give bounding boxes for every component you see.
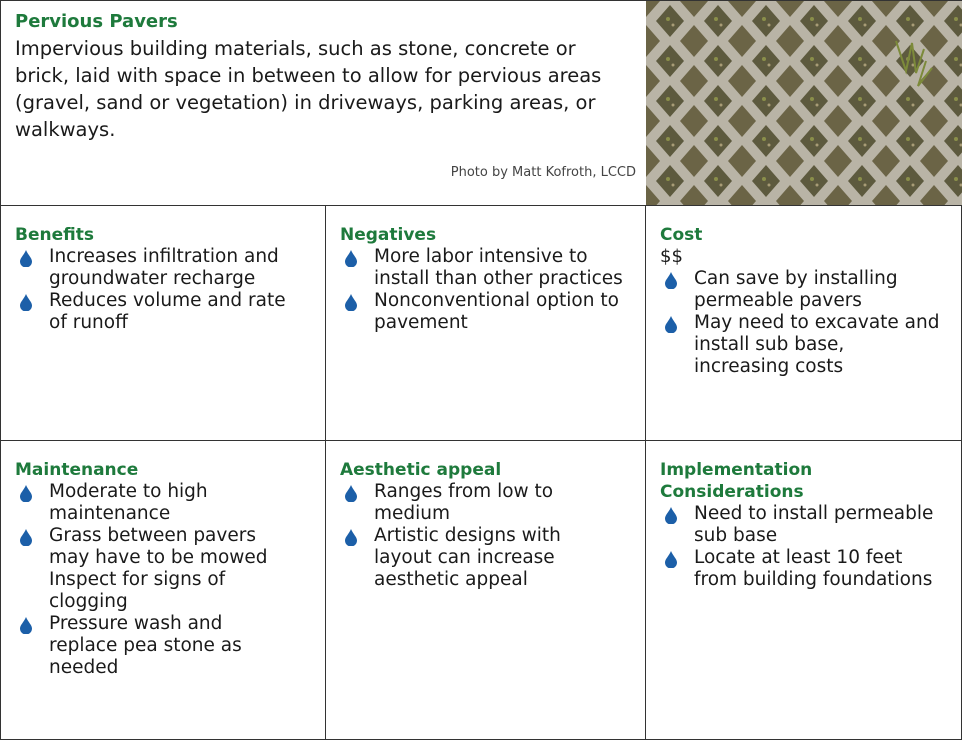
cell-title: Maintenance bbox=[15, 460, 139, 480]
bullet-item: Need to install permeable sub base bbox=[660, 503, 944, 547]
bullet-item: May need to excavate and install sub bas… bbox=[660, 312, 944, 378]
bullet-list: Moderate to high maintenance Grass betwee… bbox=[15, 481, 325, 679]
cell-title: Cost bbox=[660, 225, 703, 245]
header-title: Pervious Pavers bbox=[15, 11, 178, 32]
bullet-item: Moderate to high maintenance bbox=[15, 481, 294, 525]
bullet-list: Need to install permeable sub base Locate… bbox=[660, 503, 961, 591]
drop-icon bbox=[665, 316, 677, 333]
photo bbox=[646, 1, 962, 206]
drop-icon bbox=[20, 485, 32, 502]
cell: Aesthetic appeal Ranges from low to mediu… bbox=[325, 440, 646, 740]
drop-icon bbox=[665, 507, 677, 524]
drop-icon bbox=[665, 272, 677, 289]
header: Pervious Pavers Impervious building mate… bbox=[0, 0, 962, 206]
cell-title: Negatives bbox=[340, 225, 437, 245]
drop-icon bbox=[20, 250, 32, 267]
cell: Benefits Increases infiltration and groun… bbox=[0, 205, 326, 441]
drop-icon bbox=[20, 617, 32, 634]
bullet-list: Ranges from low to medium Artistic design… bbox=[340, 481, 645, 591]
drop-icon bbox=[20, 294, 32, 311]
bullet-item: Artistic designs with layout can increas… bbox=[340, 525, 624, 591]
cell: Maintenance Moderate to high maintenance G… bbox=[0, 440, 326, 740]
drop-icon bbox=[20, 529, 32, 546]
photo-credit: Photo by Matt Kofroth, LCCD bbox=[450, 165, 636, 180]
bullet-item: Ranges from low to medium bbox=[340, 481, 624, 525]
bullet-item: Increases infiltration and groundwater r… bbox=[15, 246, 294, 290]
cell: Negatives More labor intensive to install… bbox=[325, 205, 646, 441]
bullet-item: Can save by installing permeable pavers bbox=[660, 268, 944, 312]
drop-icon bbox=[345, 529, 357, 546]
cell-subtitle: $$ bbox=[660, 246, 683, 267]
cell-title: Implementation Considerations bbox=[660, 460, 813, 502]
bullet-list: Increases infiltration and groundwater r… bbox=[15, 246, 325, 334]
drop-icon bbox=[665, 551, 677, 568]
bullet-item: More labor intensive to install than oth… bbox=[340, 246, 624, 290]
cell-title: Aesthetic appeal bbox=[340, 460, 502, 480]
bullet-item: Nonconventional option to pavement bbox=[340, 290, 624, 334]
drop-icon bbox=[345, 250, 357, 267]
bullet-item: Pressure wash and replace pea stone as n… bbox=[15, 613, 294, 679]
description: Impervious building materials, such as s… bbox=[15, 37, 602, 141]
bullet-item: Reduces volume and rate of runoff bbox=[15, 290, 294, 334]
bullet-list: Can save by installing permeable pavers M… bbox=[660, 268, 961, 378]
bullet-item: Locate at least 10 feet from building fo… bbox=[660, 547, 944, 591]
cell: Implementation Considerations Need to ins… bbox=[645, 440, 962, 740]
drop-icon bbox=[345, 294, 357, 311]
cell: Cost $$ Can save by installing permeable p… bbox=[645, 205, 962, 441]
bullet-item: Grass between pavers may have to be mowe… bbox=[15, 525, 294, 613]
drop-icon bbox=[345, 485, 357, 502]
cell-title: Benefits bbox=[15, 225, 94, 245]
bullet-list: More labor intensive to install than oth… bbox=[340, 246, 645, 334]
